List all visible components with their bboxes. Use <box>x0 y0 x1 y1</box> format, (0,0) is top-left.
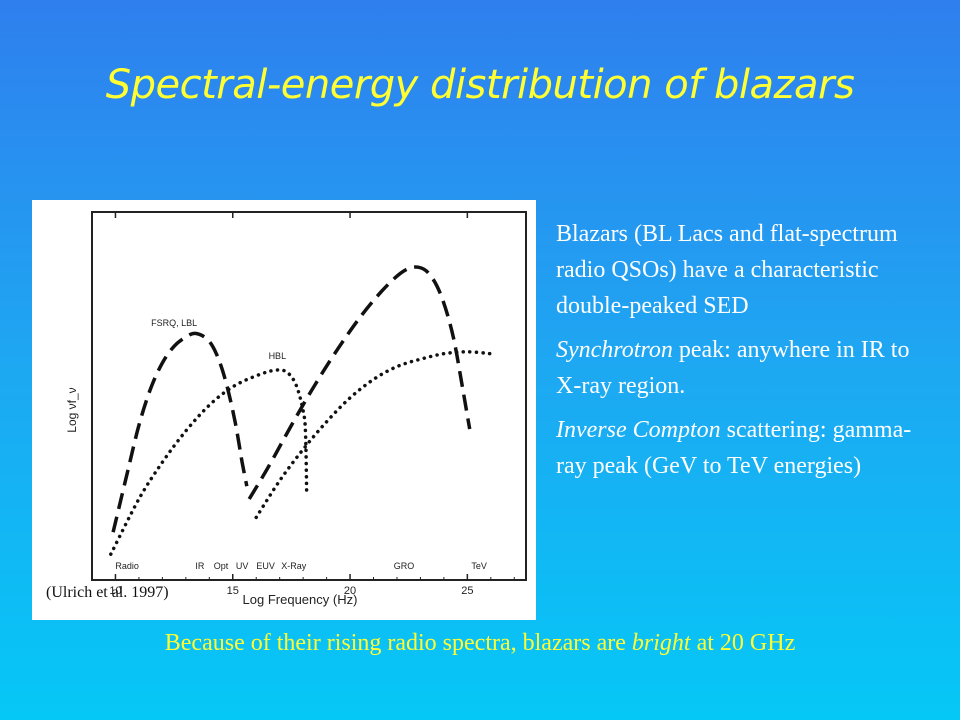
sed-chart: Log νf_ν Log Frequency (Hz) 10 15 20 25 Rad… <box>65 211 527 607</box>
x-tick-label: 25 <box>461 585 473 597</box>
x-tick-label: 10 <box>109 585 121 597</box>
band-label: TeV <box>471 561 487 571</box>
bullet-3: Inverse Compton scattering: gamma- ray p… <box>556 417 912 479</box>
plot-frame <box>91 211 527 581</box>
bullet-1: Blazars (BL Lacs and flat-spectrum radio… <box>556 221 898 319</box>
bullet-2-emphasis: Synchrotron <box>556 337 673 363</box>
description: Blazars (BL Lacs and flat-spectrum radio… <box>556 216 936 492</box>
footer-emphasis: bright <box>631 630 691 656</box>
band-label: GRO <box>394 561 415 571</box>
x-ticks: 10 15 20 25 <box>109 212 515 597</box>
x-tick-label: 20 <box>344 585 356 597</box>
fsrq-lbl-curve <box>247 265 472 500</box>
band-labels: Radio IR Opt UV EUV X-Ray GRO TeV <box>115 561 486 571</box>
x-tick-label: 15 <box>227 585 239 597</box>
hbl-curve <box>109 368 309 556</box>
bullet-2: Synchrotron peak: anywhere in IR to X-ra… <box>556 337 910 399</box>
hbl-curve <box>254 350 493 520</box>
sed-curves: FSRQ, LBL HBL <box>109 265 493 556</box>
band-label: IR <box>195 561 205 571</box>
band-label: Opt <box>214 561 229 571</box>
series-label: HBL <box>269 351 287 361</box>
series-label: FSRQ, LBL <box>151 318 197 328</box>
band-label: X-Ray <box>281 561 307 571</box>
slide-title: Spectral-energy distribution of blazars <box>105 62 855 108</box>
footer-note: Because of their rising radio spectra, b… <box>164 630 796 656</box>
band-label: EUV <box>256 561 275 571</box>
x-axis-label: Log Frequency (Hz) <box>243 592 358 607</box>
y-axis-label: Log νf_ν <box>65 387 79 432</box>
fsrq-lbl-curve <box>111 331 249 533</box>
band-label: Radio <box>115 561 139 571</box>
citation: (Ulrich et al. 1997) <box>46 584 169 601</box>
sed-figure: Log νf_ν Log Frequency (Hz) 10 15 20 25 Rad… <box>32 200 536 620</box>
bullet-3-emphasis: Inverse Compton <box>556 417 721 443</box>
band-label: UV <box>236 561 249 571</box>
